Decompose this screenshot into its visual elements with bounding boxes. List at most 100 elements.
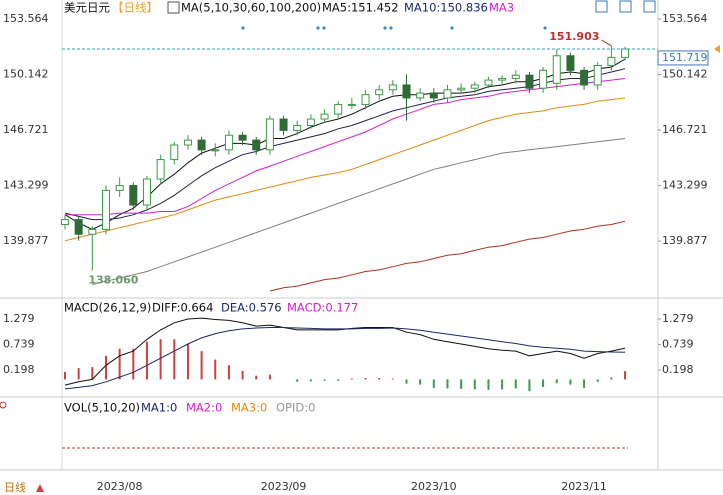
- macd-bar: [569, 379, 572, 385]
- high-pointer: [601, 39, 612, 47]
- macd-bar: [337, 379, 340, 381]
- candle-body: [593, 64, 602, 86]
- ma-icon[interactable]: [167, 1, 180, 14]
- ma-line: [92, 138, 626, 285]
- macd-bar: [132, 348, 135, 380]
- macd-bar: [460, 379, 463, 389]
- macd-bar: [501, 379, 504, 390]
- x-tick-label: 2023/10: [411, 480, 457, 493]
- macd-line: [64, 327, 626, 390]
- candle-body: [416, 92, 425, 99]
- candle-body: [238, 134, 247, 141]
- ma-line: [65, 78, 626, 216]
- vol-legend: MA2:0: [186, 401, 222, 415]
- candle-body: [388, 84, 397, 91]
- candle-body: [470, 84, 479, 89]
- indicator-label: MA(5,10,30,60,100,200): [181, 1, 321, 15]
- candle-body: [539, 69, 548, 89]
- macd-bar: [542, 379, 545, 387]
- candle-body: [402, 84, 411, 99]
- macd-bar: [405, 379, 408, 384]
- candle-body: [429, 92, 438, 99]
- candle-body: [552, 55, 561, 84]
- macd-bar: [241, 370, 244, 380]
- y-tick-label: 153.564: [662, 12, 708, 25]
- macd-bar: [296, 379, 299, 382]
- candle-body: [347, 103, 356, 106]
- macd-bar: [364, 378, 367, 380]
- vol-title: VOL(5,10,20): [64, 401, 140, 415]
- macd-bar: [104, 355, 107, 380]
- candle-body: [156, 159, 165, 180]
- ma-legend: MA3: [489, 1, 514, 15]
- macd-bar: [145, 341, 148, 380]
- candle-body: [580, 69, 589, 86]
- macd-bar: [350, 378, 353, 380]
- vol-legend: OPID:0: [276, 401, 315, 415]
- macd-bar: [419, 379, 422, 385]
- macd-bar: [583, 379, 586, 388]
- vol-icon: [0, 401, 7, 409]
- macd-legend: DEA:0.576: [221, 301, 282, 315]
- macd-bar: [255, 375, 258, 380]
- candle-body: [566, 55, 575, 71]
- candle-body: [265, 118, 274, 151]
- macd-legend: DIFF:0.664: [152, 301, 213, 315]
- last-price-arrow: [714, 44, 720, 53]
- candle-body: [621, 48, 630, 58]
- ma-legend: MA5:151.452: [322, 1, 399, 15]
- y-tick-label: 150.142: [3, 68, 49, 81]
- macd-bar: [610, 377, 613, 380]
- macd-bar: [446, 379, 449, 389]
- candle-body: [224, 134, 233, 151]
- macd-bar: [596, 379, 599, 382]
- tab-arrow: [36, 484, 44, 492]
- y-tick-label: 1.279: [3, 312, 35, 325]
- macd-bar: [214, 359, 217, 380]
- symbol-title: 美元日元: [64, 1, 110, 15]
- candle-body: [129, 185, 138, 206]
- y-tick-label: 0.739: [3, 338, 35, 351]
- candle-body: [498, 77, 507, 81]
- macd-bar: [227, 365, 230, 380]
- macd-bar: [91, 367, 94, 380]
- y-tick-label: 0.198: [662, 363, 694, 376]
- macd-bar: [118, 348, 121, 380]
- candle-body: [142, 178, 151, 206]
- high-label: 151.903: [549, 30, 599, 43]
- macd-bar: [159, 339, 162, 380]
- y-tick-label: 139.877: [3, 234, 49, 247]
- macd-line: [64, 317, 626, 386]
- macd-bar: [555, 379, 558, 384]
- candle-body: [74, 219, 83, 235]
- ma-line: [269, 220, 626, 292]
- candle-body: [252, 139, 261, 151]
- macd-bar: [200, 351, 203, 380]
- macd-bar: [487, 379, 490, 390]
- candle-body: [525, 74, 534, 89]
- candle-body: [279, 118, 288, 131]
- y-tick-label: 139.877: [662, 234, 708, 247]
- period-tab[interactable]: 日线: [4, 480, 26, 494]
- candle-body: [511, 74, 520, 79]
- candle-body: [293, 125, 302, 131]
- period-label: 【日线】: [112, 1, 158, 15]
- y-tick-label: 143.299: [662, 179, 708, 192]
- macd-bar: [378, 378, 381, 380]
- vol-legend: MA3:0: [231, 401, 267, 415]
- ma-line: [64, 97, 626, 242]
- vol-legend: MA1:0: [141, 401, 177, 415]
- x-tick-label: 2023/08: [97, 480, 143, 493]
- macd-bar: [77, 368, 80, 380]
- y-tick-label: 0.198: [3, 363, 35, 376]
- macd-bar: [309, 379, 312, 382]
- candle-body: [183, 139, 192, 146]
- candle-body: [306, 118, 315, 127]
- candle-body: [88, 228, 97, 235]
- candle-body: [197, 139, 206, 151]
- event-dots: [241, 26, 547, 30]
- last-price-tag: [657, 50, 709, 66]
- toolbar-icons[interactable]: [595, 0, 656, 13]
- macd-bar: [473, 379, 476, 390]
- x-tick-label: 2023/11: [561, 480, 607, 493]
